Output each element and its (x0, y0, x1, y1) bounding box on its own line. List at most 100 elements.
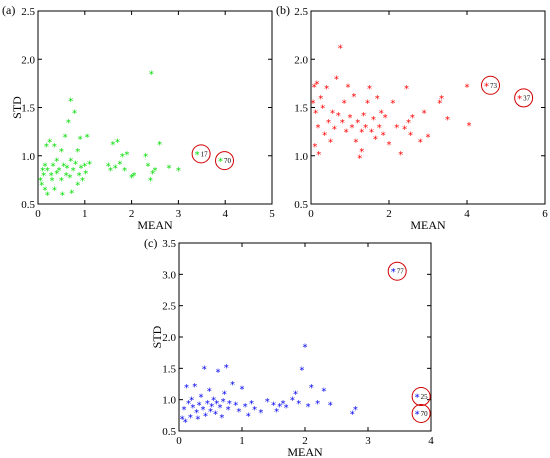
data-point: * (39, 181, 44, 192)
data-point: * (517, 94, 522, 105)
outlier-circle (191, 144, 211, 164)
data-point: * (316, 123, 321, 134)
x-tick-label: 2 (386, 208, 392, 220)
outlier-label: 17 (201, 150, 209, 158)
data-point: * (426, 132, 431, 143)
data-point: * (202, 364, 207, 375)
data-point: * (233, 401, 238, 412)
data-point: * (205, 399, 210, 410)
data-point: * (321, 386, 326, 397)
data-point: * (328, 137, 333, 148)
data-point: * (197, 401, 202, 412)
data-point: * (63, 132, 68, 143)
data-point: * (359, 128, 364, 139)
data-point: * (316, 150, 321, 161)
data-point: * (45, 166, 50, 177)
data-point: * (312, 82, 317, 93)
data-point: * (306, 402, 311, 413)
x-axis-label: MEAN (410, 218, 446, 232)
x-axis-label: MEAN (287, 445, 323, 458)
data-point: * (108, 166, 113, 177)
data-point: * (271, 401, 276, 412)
y-tick-label: 1.5 (294, 103, 308, 115)
y-tick-label: 0.5 (294, 199, 308, 211)
data-point: * (418, 137, 423, 148)
data-point: * (296, 399, 301, 410)
data-point: * (186, 399, 191, 410)
data-point: * (342, 99, 347, 110)
data-point: * (324, 84, 329, 95)
outlier-label: 37 (523, 94, 531, 102)
x-axis-label: MEAN (137, 218, 173, 232)
y-tick-label: 2.0 (294, 54, 308, 66)
data-point: * (390, 99, 395, 110)
data-point: * (59, 147, 64, 158)
outlier-label: 70 (421, 410, 429, 418)
data-point: * (200, 405, 205, 416)
data-point: * (391, 267, 396, 278)
x-tick-label: 2 (129, 208, 135, 220)
data-point: * (320, 104, 325, 115)
data-point: * (157, 140, 162, 151)
data-point: * (367, 84, 372, 95)
data-point: * (222, 389, 227, 400)
y-tick-label: 3.5 (162, 238, 176, 250)
data-point: * (322, 131, 327, 142)
data-point: * (328, 401, 333, 412)
data-point: * (216, 367, 221, 378)
chart-panel-a: 0 1 2 3 4 50.51.01.52.02.5MEANSTD(a)*********… (2, 3, 275, 232)
data-point: * (357, 154, 362, 165)
data-point: * (309, 383, 314, 394)
data-point: * (176, 166, 181, 177)
data-point: * (117, 159, 122, 170)
data-point: * (87, 159, 92, 170)
data-point: * (252, 405, 257, 416)
x-tick-label: 3 (176, 208, 182, 220)
data-point: * (355, 118, 360, 129)
data-point: * (213, 409, 218, 420)
data-point: * (64, 171, 69, 182)
data-point: * (180, 414, 185, 425)
data-point: * (75, 181, 80, 192)
data-point: * (394, 123, 399, 134)
data-point: * (54, 169, 59, 180)
data-point: * (182, 405, 187, 416)
data-point: * (218, 157, 223, 168)
data-point: * (373, 134, 378, 145)
data-point: * (408, 131, 413, 142)
data-point: * (208, 407, 213, 418)
data-point: * (315, 399, 320, 410)
data-point: * (344, 128, 349, 139)
data-point: * (57, 166, 62, 177)
data-point: * (359, 147, 364, 158)
data-point: * (195, 414, 200, 425)
data-point: * (83, 169, 88, 180)
data-point: * (226, 405, 231, 416)
data-point: * (377, 123, 382, 134)
y-tick-label: 0.5 (21, 199, 35, 211)
chart-panel-c: 0 1 2 3 40.51.01.52.02.53.03.5MEANSTD(c)****… (144, 236, 434, 458)
data-point: * (365, 99, 370, 110)
data-point: * (353, 137, 358, 148)
data-point: * (221, 397, 226, 408)
data-point: * (314, 79, 319, 90)
data-point: * (67, 173, 72, 184)
data-point: * (211, 396, 216, 407)
data-point: * (66, 118, 71, 129)
outlier-label: 77 (397, 268, 405, 276)
data-point: * (184, 383, 189, 394)
data-point: * (350, 409, 355, 420)
data-point: * (466, 121, 471, 132)
y-tick-label: 2.5 (294, 6, 308, 18)
data-point: * (188, 413, 193, 424)
data-point: * (369, 128, 374, 139)
data-point: * (43, 161, 48, 172)
data-point: * (293, 389, 298, 400)
chart-panel-b: 0 2 4 60.51.01.52.02.5MEAN(b)**************… (276, 3, 548, 232)
y-tick-label: 1.0 (21, 151, 35, 163)
data-point: * (402, 125, 407, 136)
y-tick-label: 2.0 (162, 332, 176, 344)
y-tick-label: 2.5 (162, 301, 176, 313)
data-point: * (45, 190, 50, 201)
outlier-label: 70 (224, 157, 232, 165)
